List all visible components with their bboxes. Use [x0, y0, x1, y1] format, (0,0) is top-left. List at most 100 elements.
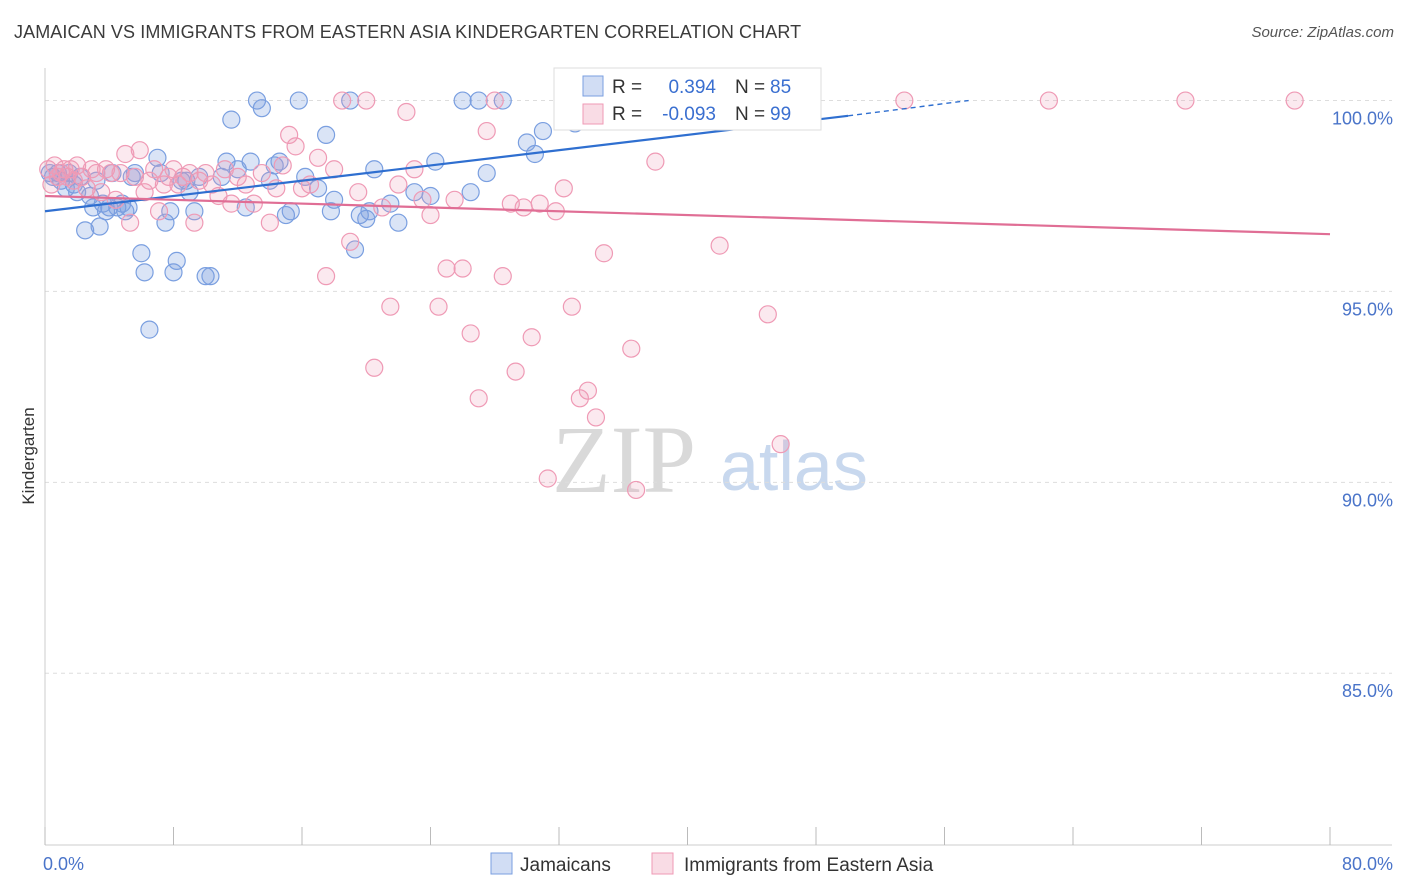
legend-box — [553, 67, 822, 131]
point-jamaicans — [477, 163, 496, 183]
legend-n-label-1: N = — [735, 77, 765, 98]
point-jamaicans — [201, 267, 220, 286]
point-jamaicans — [135, 263, 154, 282]
point-jamaicans — [148, 148, 167, 167]
point-jamaicans — [426, 152, 445, 171]
point-jamaicans — [241, 152, 260, 171]
y-axis-label: Kindergarten — [19, 407, 38, 504]
x-tick-label: 80.0% — [1342, 854, 1393, 874]
point-eastern-asia — [397, 102, 416, 122]
point-eastern-asia — [373, 198, 392, 217]
point-jamaicans — [389, 213, 408, 232]
point-eastern-asia — [273, 156, 292, 175]
point-eastern-asia — [260, 213, 279, 232]
point-eastern-asia — [594, 244, 614, 263]
point-eastern-asia — [185, 213, 204, 232]
point-eastern-asia — [140, 171, 159, 190]
point-eastern-asia — [461, 324, 480, 343]
point-eastern-asia — [280, 125, 299, 145]
point-jamaicans — [453, 91, 472, 110]
point-eastern-asia — [236, 175, 255, 194]
y-tick-label: 95.0% — [1342, 299, 1393, 319]
point-eastern-asia — [562, 297, 581, 316]
y-tick-label: 100.0% — [1332, 109, 1393, 129]
point-eastern-asia — [646, 152, 665, 171]
chart-title: JAMAICAN VS IMMIGRANTS FROM EASTERN ASIA… — [14, 22, 802, 42]
point-eastern-asia — [1039, 91, 1059, 110]
point-jamaicans — [321, 202, 341, 221]
point-eastern-asia — [381, 297, 400, 316]
watermark-zip: ZIP — [552, 406, 696, 513]
point-jamaicans — [76, 221, 95, 240]
point-eastern-asia — [286, 137, 305, 156]
point-eastern-asia — [149, 202, 169, 221]
point-jamaicans — [132, 244, 151, 263]
legend-n-value-1: 85 — [770, 77, 791, 98]
point-eastern-asia — [222, 194, 241, 213]
point-eastern-asia — [413, 190, 432, 209]
point-jamaicans — [281, 202, 300, 221]
point-eastern-asia — [92, 183, 111, 202]
y-tick-label: 90.0% — [1342, 490, 1393, 510]
trend-line-eastern-asia — [44, 194, 1331, 236]
watermark-atlas: atlas — [720, 427, 868, 505]
point-eastern-asia — [68, 156, 87, 175]
point-eastern-asia — [252, 163, 271, 183]
legend-n-value-2: 99 — [770, 104, 791, 125]
point-jamaicans — [289, 91, 308, 110]
bottom-legend-label-jamaicans: Jamaicans — [520, 855, 611, 876]
point-eastern-asia — [135, 183, 154, 202]
point-eastern-asia — [421, 205, 440, 225]
y-tick-labels: 100.0% 95.0% 90.0% 85.0% — [1332, 109, 1393, 702]
x-tick-labels: 0.0% 80.0% — [43, 854, 1393, 874]
point-eastern-asia — [586, 408, 606, 427]
point-jamaicans — [90, 217, 109, 236]
point-jamaicans — [140, 320, 159, 339]
point-jamaicans — [461, 183, 480, 202]
point-jamaicans — [125, 163, 145, 183]
point-eastern-asia — [202, 175, 222, 194]
correlation-legend: R = 0.394 N = 85 R = -0.093 N = 99 — [553, 67, 822, 131]
point-eastern-asia — [554, 179, 573, 198]
trend-lines — [44, 99, 1331, 236]
point-jamaicans — [167, 251, 186, 270]
point-jamaicans — [252, 99, 271, 118]
axes — [44, 68, 1392, 846]
bottom-legend-label-eastern-asia: Immigrants from Eastern Asia — [684, 855, 934, 876]
point-eastern-asia — [506, 362, 525, 381]
point-eastern-asia — [308, 148, 328, 167]
point-eastern-asia — [111, 163, 130, 183]
point-eastern-asia — [493, 267, 512, 286]
point-eastern-asia — [405, 160, 424, 179]
series-legend: Jamaicans Immigrants from Eastern Asia — [490, 852, 934, 876]
point-eastern-asia — [522, 328, 541, 347]
point-jamaicans — [222, 110, 241, 129]
bottom-legend-swatch-jamaicans — [490, 852, 513, 875]
point-eastern-asia — [121, 213, 140, 232]
point-eastern-asia — [895, 91, 914, 110]
point-eastern-asia — [429, 297, 448, 316]
point-eastern-asia — [116, 144, 135, 164]
point-eastern-asia — [445, 190, 464, 209]
point-jamaicans — [365, 160, 384, 179]
legend-r-value-2: -0.093 — [662, 104, 716, 125]
point-eastern-asia — [130, 141, 149, 160]
point-eastern-asia — [365, 358, 384, 377]
trend-line-jamaicans-extension — [848, 99, 969, 117]
point-eastern-asia — [145, 160, 164, 179]
point-eastern-asia — [771, 435, 790, 454]
point-eastern-asia — [758, 305, 777, 324]
point-eastern-asia — [106, 190, 125, 209]
point-eastern-asia — [333, 91, 352, 110]
point-jamaicans — [196, 267, 215, 286]
point-eastern-asia — [316, 267, 336, 286]
point-eastern-asia — [87, 163, 106, 183]
legend-swatch-eastern-asia — [582, 103, 604, 125]
point-eastern-asia — [530, 194, 549, 213]
legend-r-label-2: R = — [612, 104, 642, 125]
point-eastern-asia — [578, 381, 598, 400]
point-jamaicans — [156, 213, 175, 232]
point-jamaicans — [164, 263, 183, 282]
point-eastern-asia — [477, 121, 496, 141]
